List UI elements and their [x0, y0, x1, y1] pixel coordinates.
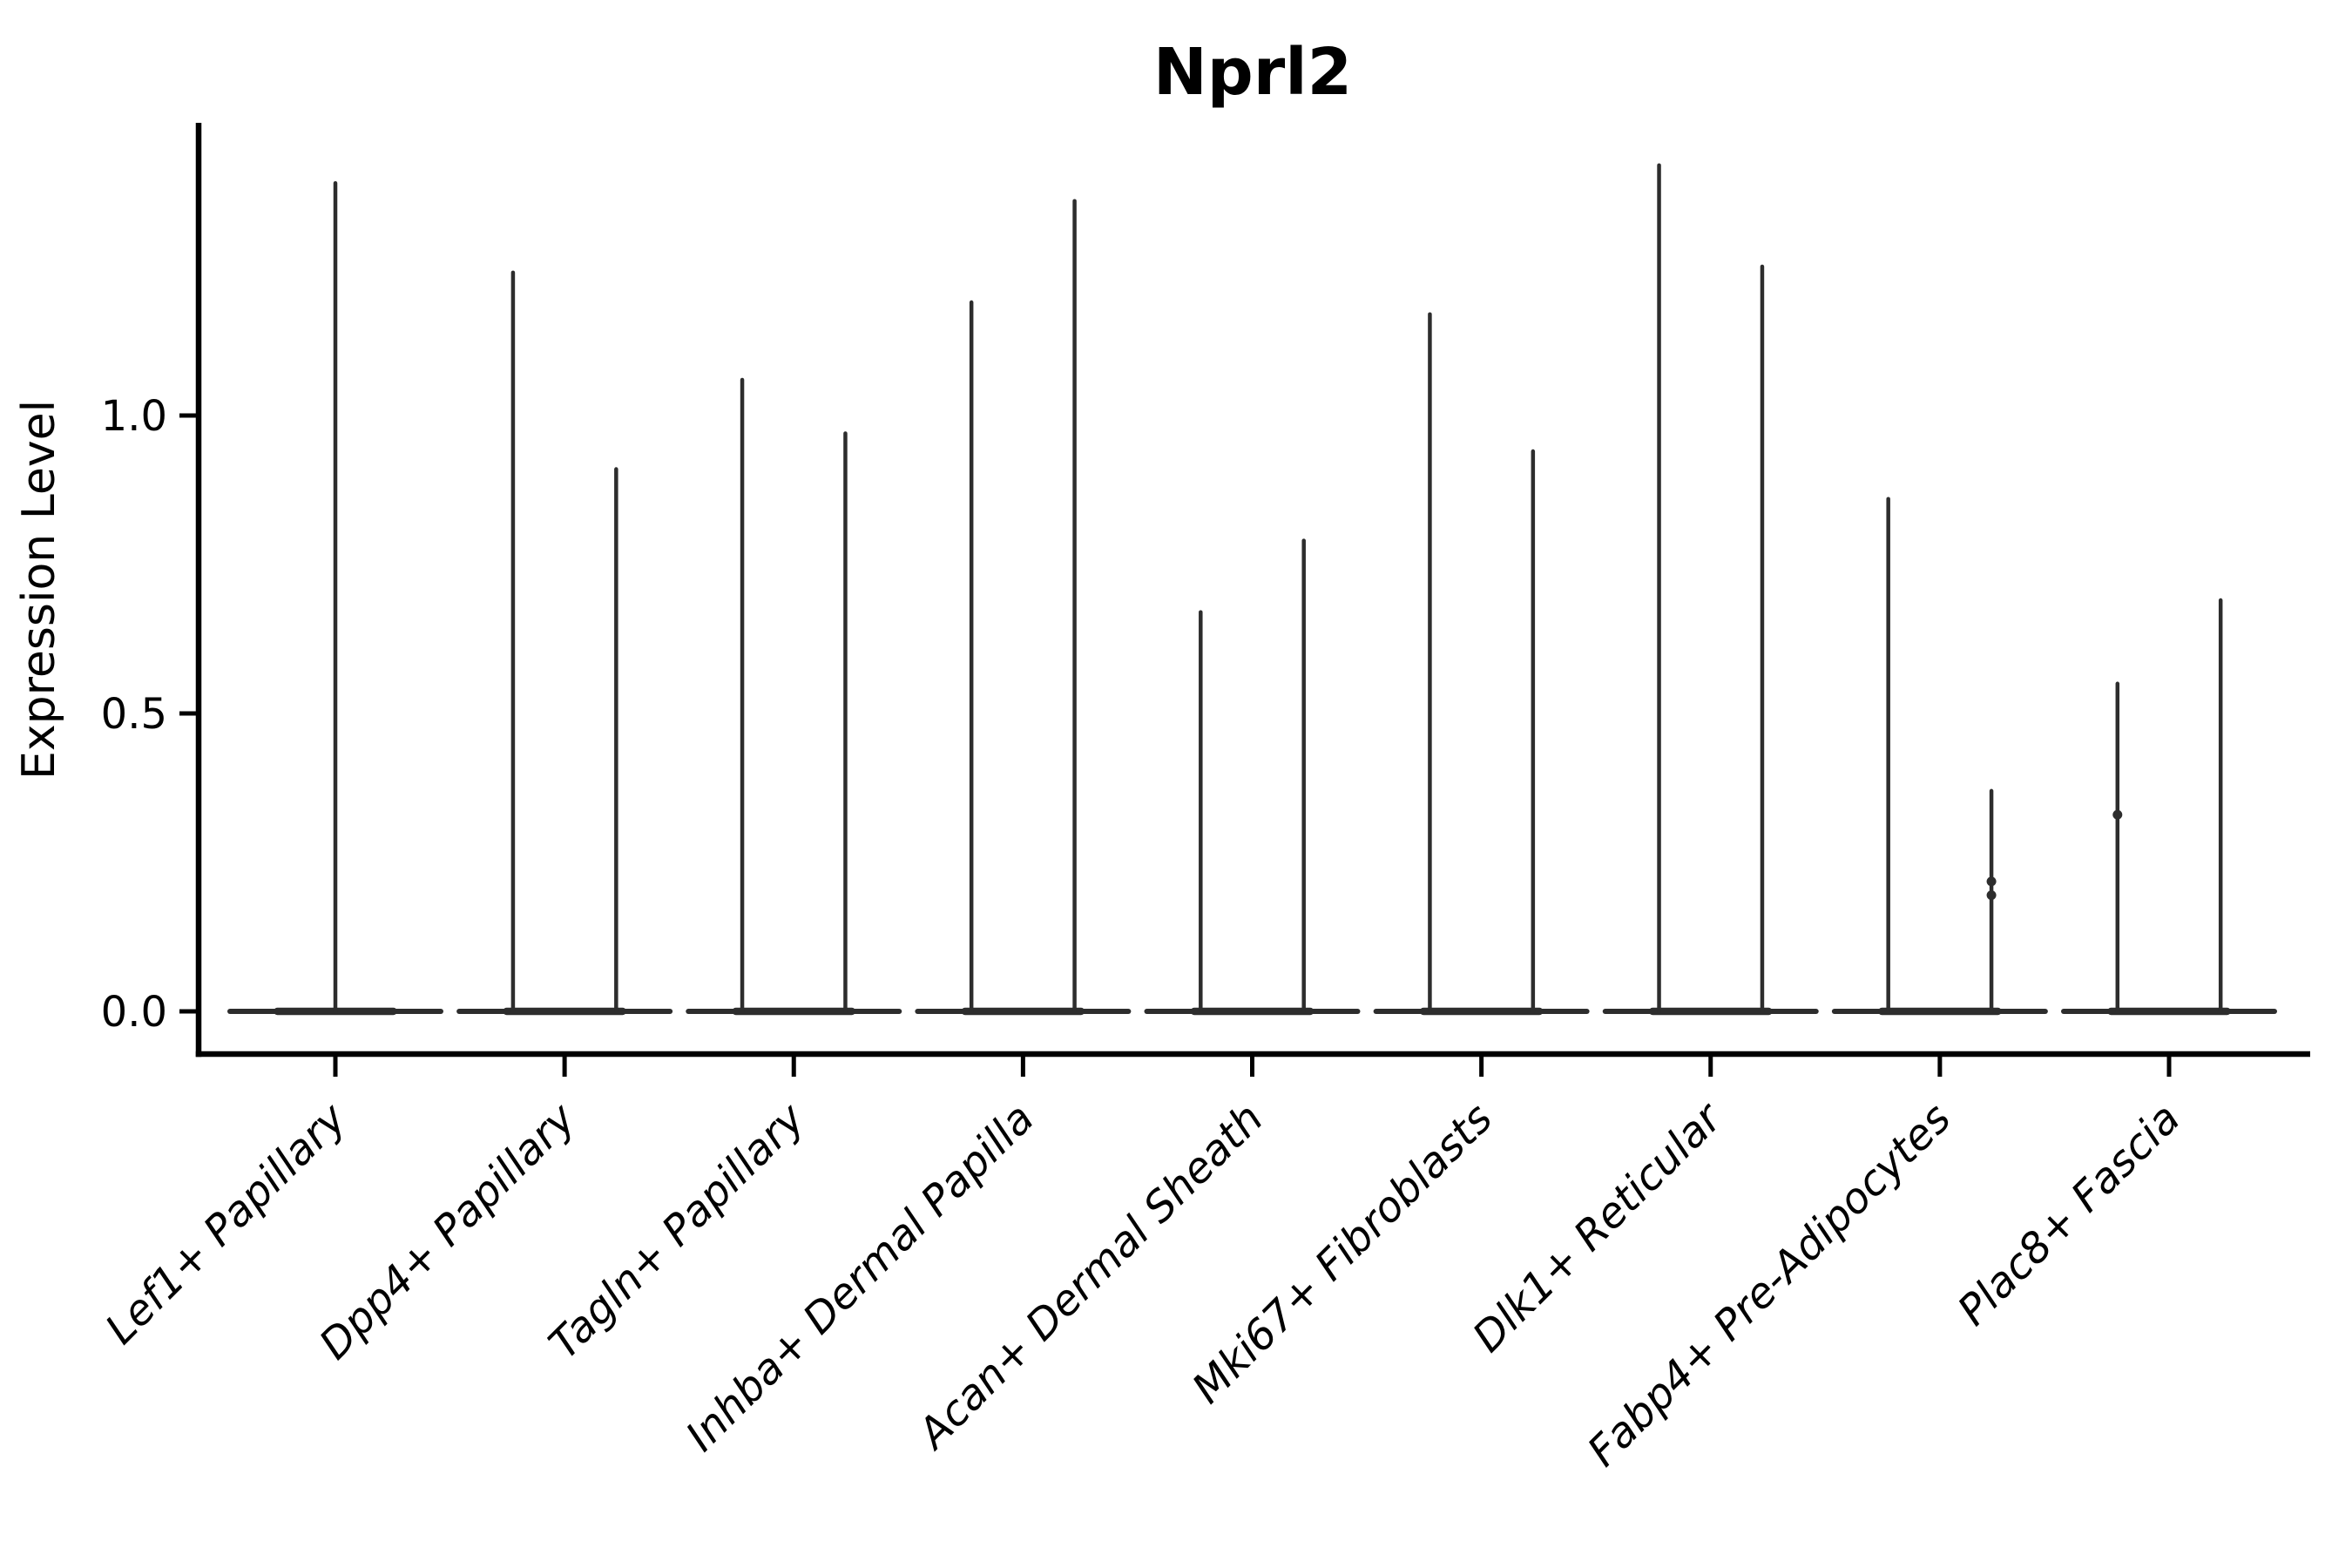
x-tick-label: Plac8+ Fascia: [1949, 1094, 2190, 1335]
y-tick-label: 1.0: [101, 392, 167, 441]
violin: [686, 377, 902, 1016]
chart-title: Nprl2: [1153, 35, 1352, 110]
violin: [1373, 312, 1590, 1016]
violin: [915, 199, 1132, 1016]
x-tick-label: Dpp4+ Papillary: [310, 1093, 585, 1369]
violin: [1144, 538, 1361, 1016]
violin: [1831, 497, 2048, 1016]
violin: [456, 270, 673, 1016]
y-tick-label: 0.5: [101, 690, 167, 739]
x-tick-label: Lef1+ Papillary: [96, 1093, 356, 1354]
x-tick-label: Tagln+ Papillary: [540, 1093, 815, 1369]
y-axis-label: Expression Level: [13, 400, 65, 780]
violin-bead: [2112, 809, 2123, 820]
x-tick-label: Dlk1+ Reticular: [1463, 1092, 1734, 1362]
y-tick-label: 0.0: [101, 988, 167, 1037]
violin-layer: [227, 163, 2277, 1016]
x-tick-label: Fabp4+ Pre-Adipocytes: [1578, 1094, 1961, 1477]
violin: [227, 180, 443, 1016]
violin-bead: [1986, 876, 1997, 887]
violin-bead: [1986, 890, 1997, 901]
violin: [2061, 598, 2277, 1016]
violin: [1602, 163, 1819, 1016]
